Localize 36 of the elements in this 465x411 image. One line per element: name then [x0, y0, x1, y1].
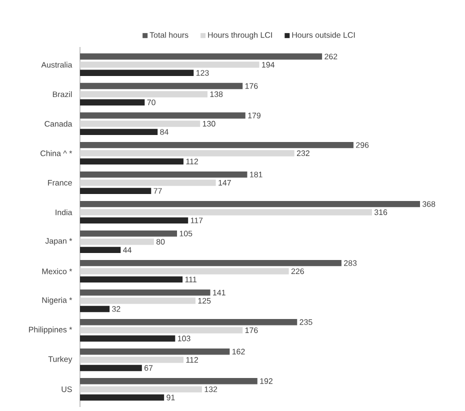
bar [80, 99, 145, 106]
bar [80, 394, 164, 401]
bar [80, 306, 110, 312]
bar [80, 200, 420, 208]
bar [80, 62, 260, 68]
bar [80, 53, 322, 60]
bar [80, 188, 152, 194]
bar [80, 268, 289, 274]
bar [80, 171, 248, 178]
bar [80, 82, 243, 90]
bar [80, 378, 258, 384]
bar [80, 327, 243, 334]
bar [80, 230, 178, 237]
bar [80, 348, 230, 355]
bar [80, 298, 196, 304]
bar [80, 91, 208, 98]
bar [80, 142, 354, 148]
bar [80, 238, 154, 245]
bar [80, 356, 184, 363]
bar [80, 120, 200, 127]
bar [80, 150, 294, 156]
bar [80, 128, 158, 136]
bar [80, 112, 246, 119]
bar [80, 260, 342, 266]
bar [80, 318, 298, 326]
bar [80, 246, 121, 254]
bar [80, 364, 142, 372]
bar [80, 180, 216, 186]
bar [80, 386, 202, 392]
bar [80, 276, 183, 283]
bar [80, 217, 188, 224]
bar [80, 158, 184, 165]
bar [80, 335, 176, 342]
bar [80, 70, 194, 76]
bar [80, 289, 210, 296]
bar [80, 209, 372, 216]
